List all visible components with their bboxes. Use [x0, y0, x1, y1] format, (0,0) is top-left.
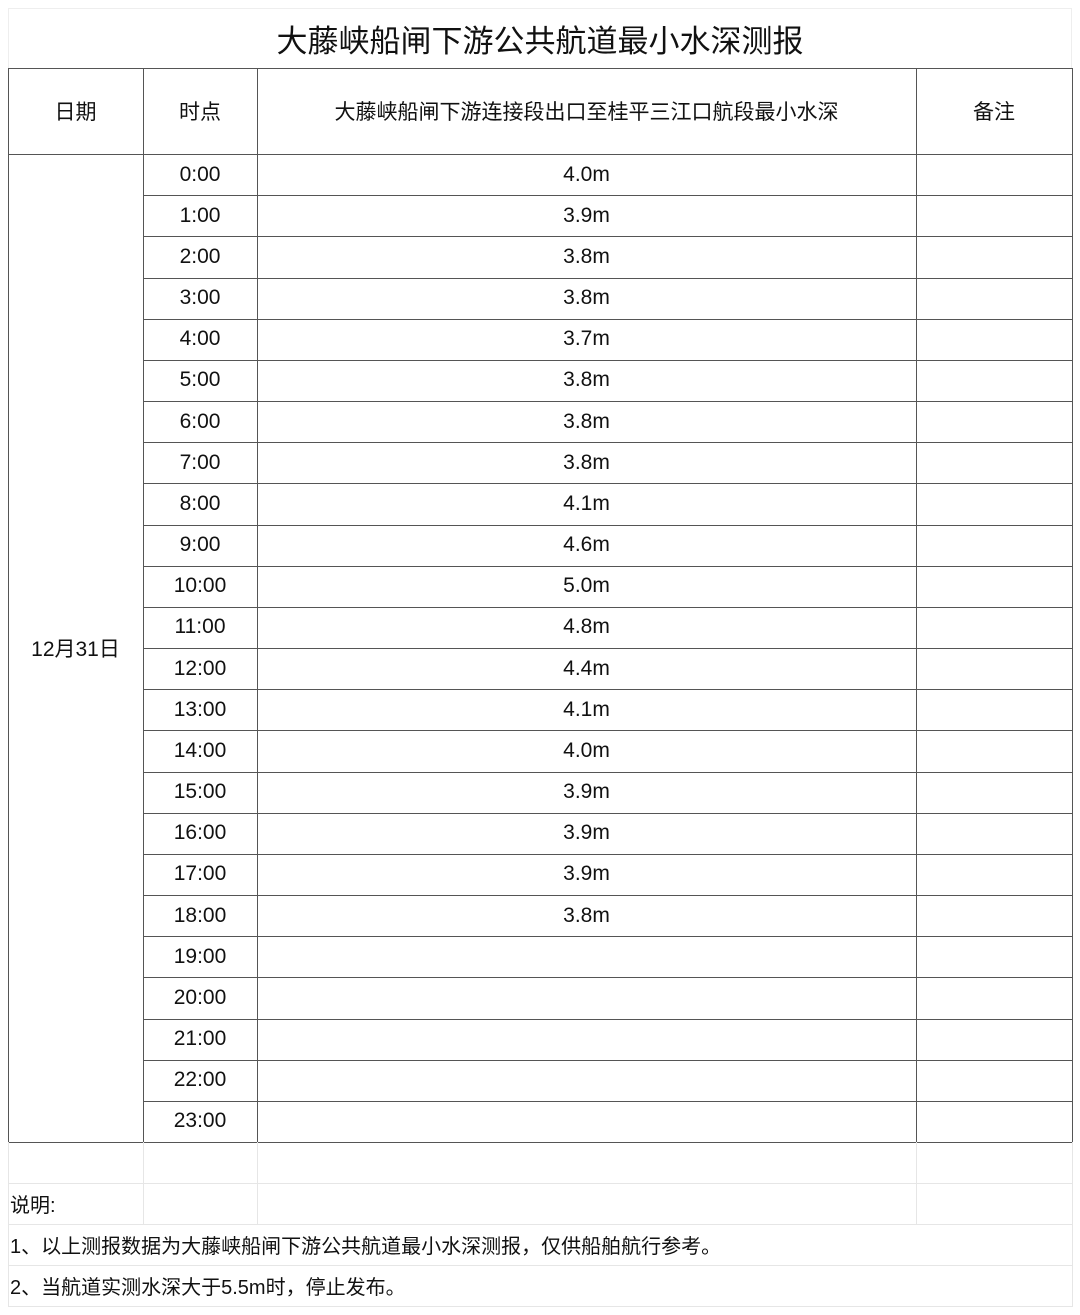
- depth-cell: 3.9m: [563, 862, 610, 886]
- grid-line: [1072, 68, 1073, 1143]
- time-cell: 12:00: [173, 656, 227, 680]
- grid-line: [143, 236, 1073, 238]
- grid-line: [143, 1142, 144, 1224]
- time-cell: 16:00: [173, 821, 227, 845]
- depth-cell: 4.1m: [563, 491, 610, 515]
- depth-cell: [257, 1019, 916, 1060]
- time-cell: 9:00: [179, 533, 221, 557]
- grid-line: [8, 68, 9, 1143]
- grid-line: [143, 1059, 1073, 1061]
- time-cell: 8:00: [179, 491, 221, 515]
- grid-line: [143, 483, 1073, 485]
- page-title: 大藤峡船闸下游公共航道最小水深测报: [8, 8, 1072, 68]
- depth-cell: 3.8m: [563, 409, 610, 433]
- time-cell: 6:00: [179, 409, 221, 433]
- depth-cell: 5.0m: [563, 574, 610, 598]
- time-cell: 19:00: [173, 944, 227, 968]
- grid-line: [8, 1306, 1073, 1307]
- time-cell: 22:00: [173, 1068, 227, 1092]
- depth-cell: 3.8m: [563, 368, 610, 392]
- grid-line: [143, 1018, 1073, 1020]
- note-2: 2、当航道实测水深大于5.5m时，停止发布。: [10, 1277, 406, 1299]
- depth-cell: 3.9m: [563, 780, 610, 804]
- grid-line: [143, 318, 1073, 320]
- time-cell: 10:00: [173, 574, 227, 598]
- date-cell: 12月31日: [31, 638, 120, 661]
- time-cell: 3:00: [179, 286, 221, 310]
- time-cell: 18:00: [173, 903, 227, 927]
- depth-cell: 3.7m: [563, 327, 610, 351]
- grid-line: [143, 401, 1073, 402]
- header-time: 时点: [179, 101, 221, 124]
- depth-cell: [257, 1101, 916, 1142]
- grid-line: [8, 1183, 1073, 1184]
- grid-line: [143, 977, 1073, 979]
- time-cell: 15:00: [173, 780, 227, 804]
- grid-line: [143, 606, 1073, 608]
- grid-line: [143, 648, 1073, 649]
- grid-line: [143, 277, 1073, 279]
- grid-line: [143, 936, 1073, 938]
- depth-cell: [257, 936, 916, 977]
- grid-line: [143, 68, 144, 1143]
- grid-line: [143, 730, 1073, 732]
- time-cell: 21:00: [173, 1027, 227, 1051]
- depth-cell: 3.8m: [563, 286, 610, 310]
- depth-cell: 3.8m: [563, 244, 610, 268]
- time-cell: 4:00: [179, 327, 221, 351]
- grid-line: [143, 771, 1073, 773]
- grid-line: [143, 565, 1073, 567]
- time-cell: 2:00: [179, 244, 221, 268]
- grid-line: [257, 1142, 258, 1224]
- header-date: 日期: [54, 101, 97, 124]
- grid-line: [8, 1142, 1073, 1143]
- depth-cell: 4.0m: [563, 162, 610, 186]
- grid-line: [8, 154, 1073, 155]
- depth-cell: 4.8m: [563, 615, 610, 639]
- time-cell: 13:00: [173, 697, 227, 721]
- depth-cell: 3.9m: [563, 203, 610, 227]
- depth-cell: 4.6m: [563, 533, 610, 557]
- depth-cell: 4.0m: [563, 738, 610, 762]
- note-1: 1、以上测报数据为大藤峡船闸下游公共航道最小水深测报，仅供船舶航行参考。: [10, 1236, 722, 1258]
- time-cell: 11:00: [174, 615, 226, 639]
- grid-line: [143, 689, 1073, 691]
- header-remark: 备注: [973, 101, 1015, 124]
- grid-line: [143, 524, 1073, 526]
- grid-line: [143, 195, 1073, 197]
- grid-line: [143, 853, 1073, 855]
- grid-line: [8, 68, 1073, 69]
- depth-cell: [257, 1060, 916, 1101]
- grid-line: [8, 1142, 9, 1306]
- grid-line: [143, 812, 1073, 814]
- time-cell: 7:00: [179, 450, 221, 474]
- time-cell: 17:00: [173, 862, 227, 886]
- depth-cell: 3.8m: [563, 450, 610, 474]
- depth-cell: 3.8m: [563, 903, 610, 927]
- depth-cell: [257, 977, 916, 1018]
- header-depth: 大藤峡船闸下游连接段出口至桂平三江口航段最小水深: [334, 101, 839, 124]
- notes-heading: 说明:: [10, 1195, 56, 1217]
- time-cell: 0:00: [179, 162, 221, 186]
- grid-line: [143, 359, 1073, 361]
- grid-line: [143, 1100, 1073, 1102]
- grid-line: [8, 1224, 1073, 1225]
- time-cell: 20:00: [173, 985, 227, 1009]
- time-cell: 5:00: [179, 368, 221, 392]
- grid-line: [1072, 1142, 1073, 1306]
- grid-line: [916, 68, 917, 1143]
- grid-line: [257, 68, 258, 1143]
- grid-line: [143, 895, 1073, 896]
- time-cell: 14:00: [173, 738, 227, 762]
- grid-line: [916, 1142, 917, 1224]
- grid-line: [8, 1265, 1073, 1266]
- depth-cell: 4.1m: [563, 697, 610, 721]
- time-cell: 1:00: [179, 203, 221, 227]
- grid-line: [143, 442, 1073, 444]
- depth-cell: 3.9m: [563, 821, 610, 845]
- time-cell: 23:00: [173, 1109, 227, 1133]
- depth-cell: 4.4m: [563, 656, 610, 680]
